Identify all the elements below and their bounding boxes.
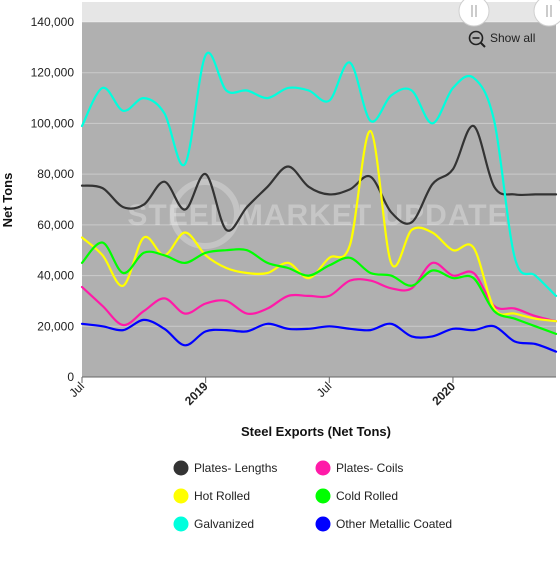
- legend-label: Other Metallic Coated: [336, 517, 452, 531]
- watermark-logo-ring: [170, 179, 240, 249]
- y-tick-label: 120,000: [31, 66, 75, 80]
- zoom-out-icon: [468, 30, 484, 46]
- x-axis-title: Steel Exports (Net Tons): [241, 424, 391, 439]
- legend-marker: [173, 488, 189, 504]
- legend-label: Plates- Coils: [336, 461, 403, 475]
- range-handle-left-knob[interactable]: [458, 0, 490, 27]
- y-tick-label: 40,000: [37, 269, 74, 283]
- series-line-other-metallic-coated[interactable]: [80, 318, 558, 353]
- series-line-galvanized[interactable]: [80, 51, 558, 297]
- legend-label: Plates- Lengths: [194, 461, 277, 475]
- legend-item-plates-lengths[interactable]: Plates- Lengths: [173, 460, 278, 476]
- x-tick-label: Jul: [314, 379, 335, 400]
- show-all-label[interactable]: Show all: [490, 31, 535, 45]
- legend-marker: [173, 460, 189, 476]
- series-lines[interactable]: [80, 51, 558, 353]
- legend-item-galvanized[interactable]: Galvanized: [173, 516, 255, 532]
- range-handle-right[interactable]: [533, 0, 560, 27]
- legend-marker: [173, 516, 189, 532]
- range-handle-left[interactable]: [458, 0, 490, 27]
- x-tick-label: 2019: [182, 379, 211, 408]
- y-tick-label: 20,000: [37, 319, 74, 333]
- legend-label: Cold Rolled: [336, 489, 398, 503]
- y-axis: 0 20,000 40,000 60,000 80,000 100,000 120,000 1…: [31, 15, 75, 384]
- y-axis-title: Net Tons: [0, 173, 15, 228]
- watermark: STEEL MARKET UPDATE: [127, 179, 508, 249]
- legend[interactable]: Plates- Lengths Plates- Coils Hot Rolled Co…: [173, 460, 453, 532]
- x-tick-label: 2020: [429, 379, 458, 408]
- y-tick-label: 80,000: [37, 167, 74, 181]
- y-tick-label: 0: [67, 370, 74, 384]
- zoom-out-icon-handle: [479, 41, 486, 48]
- series-line-plates-lengths[interactable]: [80, 124, 558, 232]
- legend-item-hot-rolled[interactable]: Hot Rolled: [173, 488, 251, 504]
- legend-item-cold-rolled[interactable]: Cold Rolled: [315, 488, 399, 504]
- x-axis: Jul 2019 Jul 2020: [66, 377, 458, 408]
- legend-label: Galvanized: [194, 517, 254, 531]
- series-line-plates-coils[interactable]: [80, 261, 558, 327]
- legend-marker: [315, 488, 331, 504]
- navigator-strip[interactable]: [82, 2, 556, 22]
- legend-marker: [315, 460, 331, 476]
- y-tick-label: 100,000: [31, 116, 75, 130]
- legend-marker: [315, 516, 331, 532]
- show-all-button[interactable]: Show all: [468, 30, 536, 48]
- y-tick-label: 60,000: [37, 218, 74, 232]
- legend-label: Hot Rolled: [194, 489, 250, 503]
- watermark-text: STEEL MARKET UPDATE: [127, 199, 508, 232]
- series-line-cold-rolled[interactable]: [80, 241, 558, 335]
- y-tick-label: 140,000: [31, 15, 75, 29]
- legend-item-plates-coils[interactable]: Plates- Coils: [315, 460, 404, 476]
- legend-item-other-metallic-coated[interactable]: Other Metallic Coated: [315, 516, 453, 532]
